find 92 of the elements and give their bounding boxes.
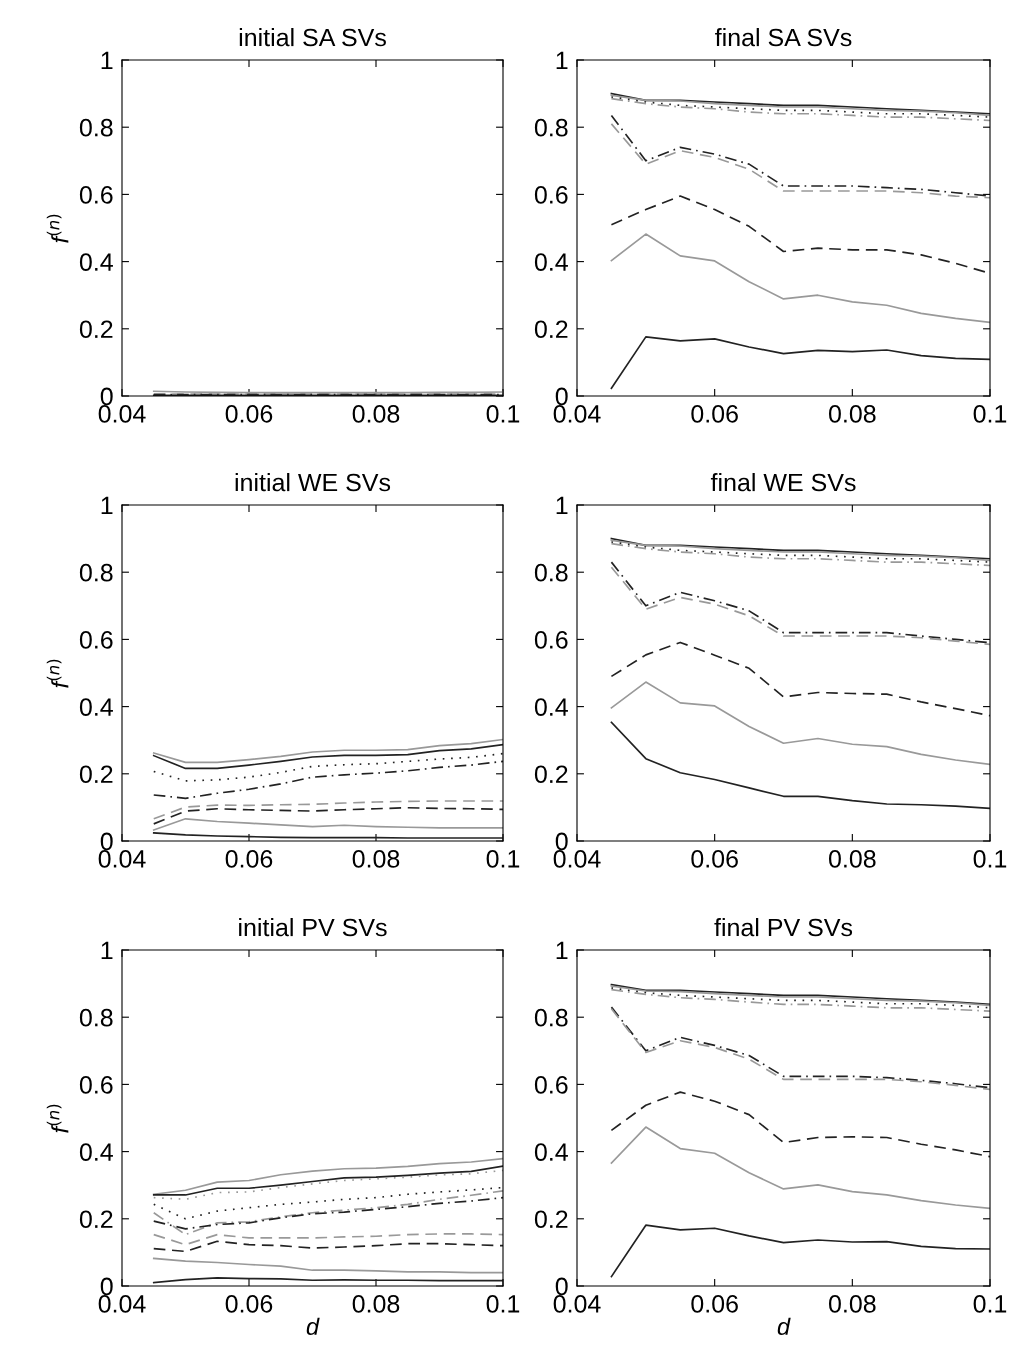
x-tick-label: 0.04	[98, 1294, 146, 1313]
chart-title: final PV SVs	[714, 917, 853, 937]
x-tick-label: 0.06	[225, 404, 273, 423]
y-tick-label: 0.6	[534, 631, 568, 649]
line-series	[152, 1157, 503, 1196]
y-tick-label: 0.2	[79, 1210, 113, 1229]
chart-title: initial WE SVs	[235, 472, 391, 492]
x-axis-title: d	[777, 1317, 791, 1335]
x-tick-label: 0.08	[828, 404, 876, 423]
line-series	[610, 336, 990, 390]
line-series	[152, 1240, 503, 1253]
y-tick-label: 0.4	[534, 253, 568, 271]
y-tick-label: 0.4	[79, 253, 113, 271]
y-tick-label: 1	[556, 51, 568, 70]
x-tick-label: 0.04	[553, 849, 601, 868]
x-tick-label: 0.08	[352, 404, 400, 423]
y-tick-label: 0	[100, 832, 113, 851]
line-series	[610, 1126, 990, 1210]
y-tick-label: 1	[101, 496, 113, 515]
x-tick-label: 0.04	[98, 404, 146, 423]
y-tick-label: 1	[556, 496, 568, 515]
y-tick-label: 0.4	[79, 1143, 113, 1161]
y-tick-label: 0.6	[534, 1076, 568, 1094]
line-series	[152, 806, 503, 825]
y-tick-label: 0.2	[79, 320, 113, 339]
y-tick-label: 1	[556, 941, 568, 960]
x-tick-label: 0.1	[486, 1294, 520, 1313]
y-tick-label: 0.4	[79, 698, 113, 716]
line-series	[152, 738, 503, 764]
y-tick-label: 0.4	[534, 1143, 568, 1161]
y-tick-label: 0.2	[534, 765, 568, 784]
y-tick-label: 0.8	[79, 563, 113, 582]
x-tick-label: 0.06	[225, 1294, 273, 1313]
y-tick-label: 0.6	[79, 186, 113, 204]
chart-title: initial PV SVs	[239, 917, 387, 937]
y-tick-label: 0	[555, 1277, 568, 1296]
x-tick-label: 0.06	[691, 1294, 738, 1313]
line-series	[152, 1190, 503, 1236]
x-tick-label: 0.04	[553, 1294, 601, 1313]
x-tick-label: 0.1	[973, 404, 1007, 423]
y-tick-label: 0	[555, 387, 568, 406]
y-tick-label: 0.6	[534, 186, 568, 204]
x-tick-label: 0.1	[973, 1294, 1007, 1313]
y-tick-label: 0.8	[534, 563, 568, 582]
x-tick-label: 0.08	[828, 849, 876, 868]
y-tick-label: 0	[100, 387, 113, 406]
line-series	[152, 817, 503, 831]
y-tick-label: 0.8	[534, 118, 568, 137]
x-tick-label: 0.08	[828, 1294, 876, 1313]
y-tick-label: 0.8	[534, 1008, 568, 1027]
line-series	[152, 743, 503, 770]
line-series	[152, 800, 503, 820]
line-series	[610, 233, 990, 324]
chart-title: final SA SVs	[715, 27, 852, 47]
y-axis-title: f$^{(n)}$	[46, 659, 69, 688]
x-tick-label: 0.06	[691, 404, 738, 423]
x-tick-label: 0.04	[98, 849, 146, 868]
x-axis-title: d	[306, 1317, 320, 1335]
line-series	[152, 760, 503, 800]
y-tick-label: 0	[555, 832, 568, 851]
line-series	[610, 1224, 990, 1278]
y-tick-label: 0.2	[79, 765, 113, 784]
x-tick-label: 0.08	[352, 1294, 400, 1313]
line-series	[152, 1233, 503, 1246]
y-axis-title: f$^{(n)}$	[46, 1104, 69, 1133]
y-tick-label: 0.8	[79, 118, 113, 137]
y-tick-label: 1	[101, 51, 113, 70]
line-series	[152, 752, 503, 782]
line-series	[152, 1186, 503, 1220]
y-tick-label: 0.4	[534, 698, 568, 716]
x-tick-label: 0.04	[553, 404, 601, 423]
x-tick-label: 0.1	[486, 849, 520, 868]
line-series	[610, 721, 990, 810]
y-tick-label: 0.2	[534, 320, 568, 339]
x-tick-label: 0.06	[225, 849, 273, 868]
y-tick-label: 0.6	[79, 631, 113, 649]
line-series	[152, 1257, 503, 1274]
chart-title: initial SA SVs	[239, 27, 386, 47]
line-series	[610, 681, 990, 766]
x-tick-label: 0.1	[973, 849, 1007, 868]
line-series	[610, 1091, 990, 1158]
x-tick-label: 0.06	[691, 849, 738, 868]
y-tick-label: 0	[100, 1277, 113, 1296]
line-series	[152, 1196, 503, 1230]
y-tick-label: 0.2	[534, 1210, 568, 1229]
y-tick-label: 0.8	[79, 1008, 113, 1027]
y-axis-title: f$^{(n)}$	[46, 214, 69, 243]
y-tick-label: 1	[101, 941, 113, 960]
chart-title: final WE SVs	[710, 472, 856, 492]
x-tick-label: 0.1	[486, 404, 520, 423]
y-tick-label: 0.6	[79, 1076, 113, 1094]
x-tick-label: 0.08	[352, 849, 400, 868]
